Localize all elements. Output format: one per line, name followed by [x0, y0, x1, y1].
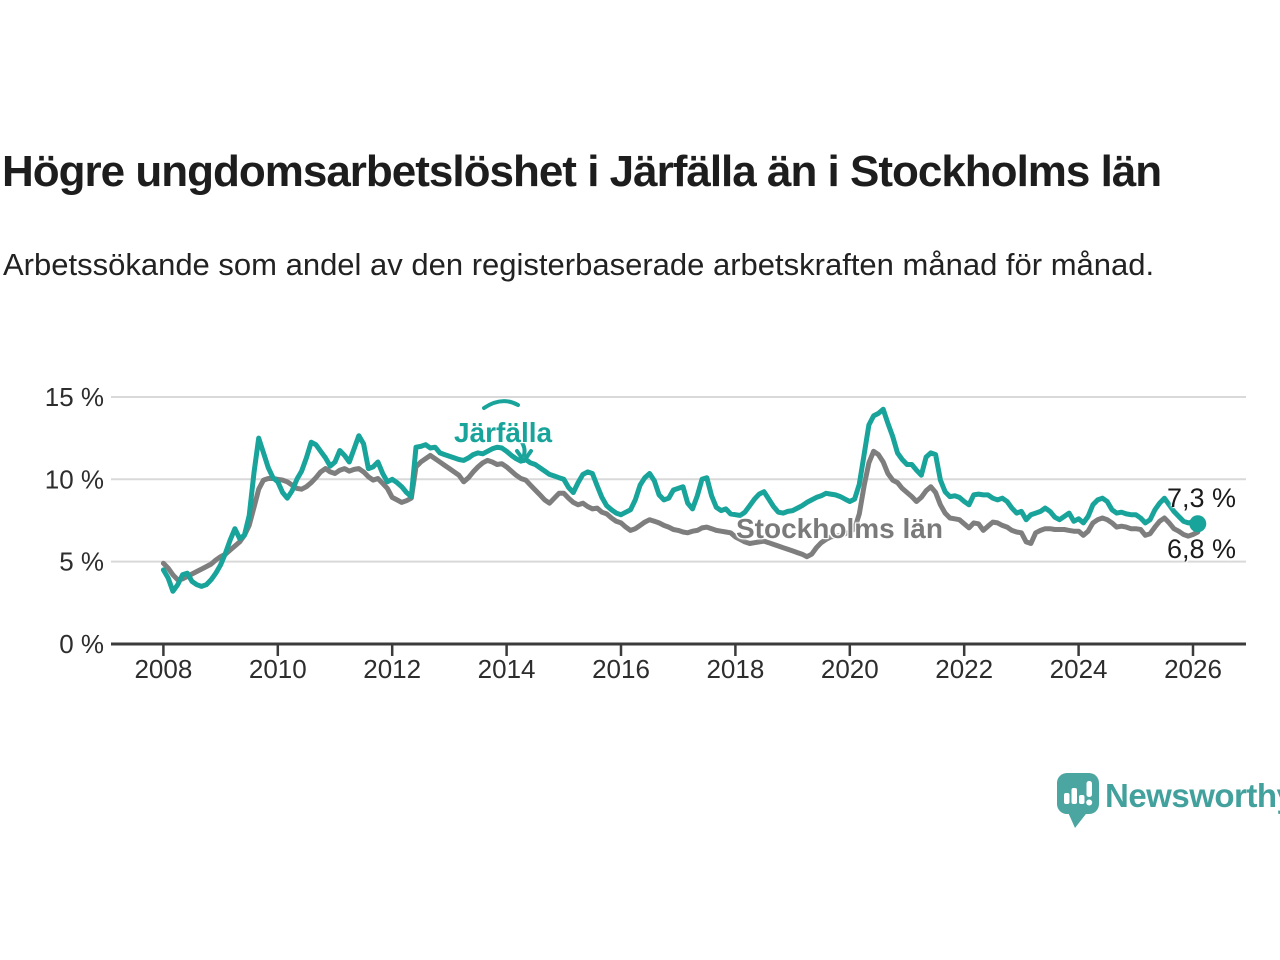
jarfalla-arrow-stem — [519, 439, 527, 457]
x-tick-label: 2024 — [1050, 654, 1108, 684]
jarfalla-arrowhead-icon — [515, 449, 533, 463]
y-tick-label: 0 % — [59, 629, 104, 659]
series-line-stockholm — [160, 448, 1201, 583]
end-value-stockholm: 6,8 % — [1167, 534, 1237, 564]
jarfalla-arrow-swoosh — [482, 399, 520, 410]
series-label-jarfalla: Järfälla — [454, 417, 553, 448]
chart-subtitle: Arbetssökande som andel av den registerb… — [3, 247, 1155, 282]
page-title: Högre ungdomsarbetslöshet i Järfälla än … — [2, 147, 1162, 196]
x-tick-label: 2026 — [1164, 654, 1222, 684]
x-tick-label: 2020 — [821, 654, 879, 684]
series-label-stockholm: Stockholms län — [736, 513, 943, 544]
x-tick-label: 2022 — [935, 654, 993, 684]
x-tick-label: 2012 — [363, 654, 421, 684]
x-tick-label: 2016 — [592, 654, 650, 684]
newsworthy-logo: Newsworthy — [1055, 770, 1280, 830]
series-line-jarfalla — [160, 406, 1201, 594]
latest-point-marker — [1189, 515, 1207, 533]
end-value-jarfalla: 7,3 % — [1167, 483, 1237, 513]
newsworthy-chart-bubble-icon — [1057, 773, 1099, 828]
newsworthy-wordmark: Newsworthy — [1105, 777, 1280, 814]
x-tick-label: 2008 — [134, 654, 192, 684]
y-tick-label: 5 % — [59, 547, 104, 577]
y-tick-label: 15 % — [45, 382, 104, 412]
x-tick-label: 2014 — [478, 654, 536, 684]
x-tick-label: 2010 — [249, 654, 307, 684]
y-tick-label: 10 % — [45, 464, 104, 494]
x-tick-label: 2018 — [706, 654, 764, 684]
